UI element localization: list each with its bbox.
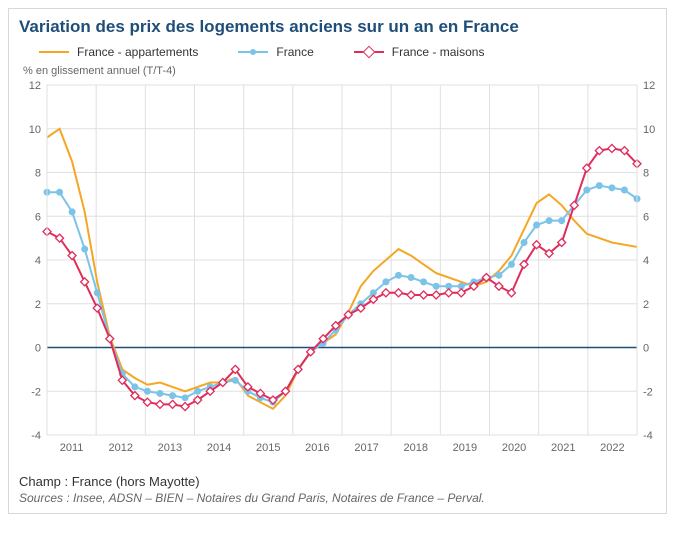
chart-footnote: Champ : France (hors Mayotte) [9, 468, 666, 489]
svg-text:2019: 2019 [453, 442, 477, 454]
line-chart-svg: -4 -4 -2 -2 0 0 2 2 4 4 6 6 8 8 10 10 12 12 2011 2012 2013 20… [13, 77, 671, 459]
svg-text:2015: 2015 [256, 442, 280, 454]
svg-text:-2: -2 [643, 386, 653, 398]
legend-label: France [276, 45, 313, 59]
legend-swatch [354, 51, 384, 53]
legend-label: France - appartements [77, 45, 198, 59]
svg-text:2022: 2022 [600, 442, 624, 454]
chart-card: Variation des prix des logements anciens… [8, 8, 667, 514]
svg-text:2: 2 [35, 299, 41, 311]
svg-text:8: 8 [35, 168, 41, 180]
svg-text:2016: 2016 [305, 442, 329, 454]
svg-text:2: 2 [643, 299, 649, 311]
svg-text:10: 10 [643, 124, 655, 136]
svg-text:8: 8 [643, 168, 649, 180]
chart-title: Variation des prix des logements anciens… [9, 9, 666, 41]
svg-text:4: 4 [643, 255, 649, 267]
legend-swatch [238, 51, 268, 53]
svg-text:2011: 2011 [60, 442, 84, 454]
svg-text:2018: 2018 [404, 442, 428, 454]
svg-text:2014: 2014 [207, 442, 231, 454]
svg-text:2017: 2017 [354, 442, 378, 454]
svg-text:2012: 2012 [109, 442, 133, 454]
chart-legend: France - appartements France France - mais… [9, 41, 666, 65]
svg-text:6: 6 [35, 211, 41, 223]
legend-item-0: France - appartements [39, 45, 198, 59]
svg-text:2021: 2021 [551, 442, 575, 454]
svg-text:10: 10 [29, 124, 41, 136]
svg-text:12: 12 [29, 80, 41, 92]
chart-plot-area: -4 -4 -2 -2 0 0 2 2 4 4 6 6 8 8 10 10 12 12 2011 2012 2013 20… [9, 77, 666, 468]
svg-text:2020: 2020 [502, 442, 526, 454]
chart-subtitle: % en glissement annuel (T/T-4) [9, 65, 666, 77]
svg-text:2013: 2013 [158, 442, 182, 454]
legend-label: France - maisons [392, 45, 485, 59]
svg-text:-4: -4 [643, 430, 653, 442]
svg-text:-2: -2 [31, 386, 41, 398]
svg-text:6: 6 [643, 211, 649, 223]
legend-item-1: France [238, 45, 313, 59]
legend-swatch [39, 51, 69, 53]
legend-item-2: France - maisons [354, 45, 485, 59]
svg-text:4: 4 [35, 255, 41, 267]
svg-text:12: 12 [643, 80, 655, 92]
chart-source: Sources : Insee, ADSN – BIEN – Notaires … [9, 489, 666, 513]
svg-text:0: 0 [35, 343, 41, 355]
svg-text:0: 0 [643, 343, 649, 355]
svg-text:-4: -4 [31, 430, 41, 442]
